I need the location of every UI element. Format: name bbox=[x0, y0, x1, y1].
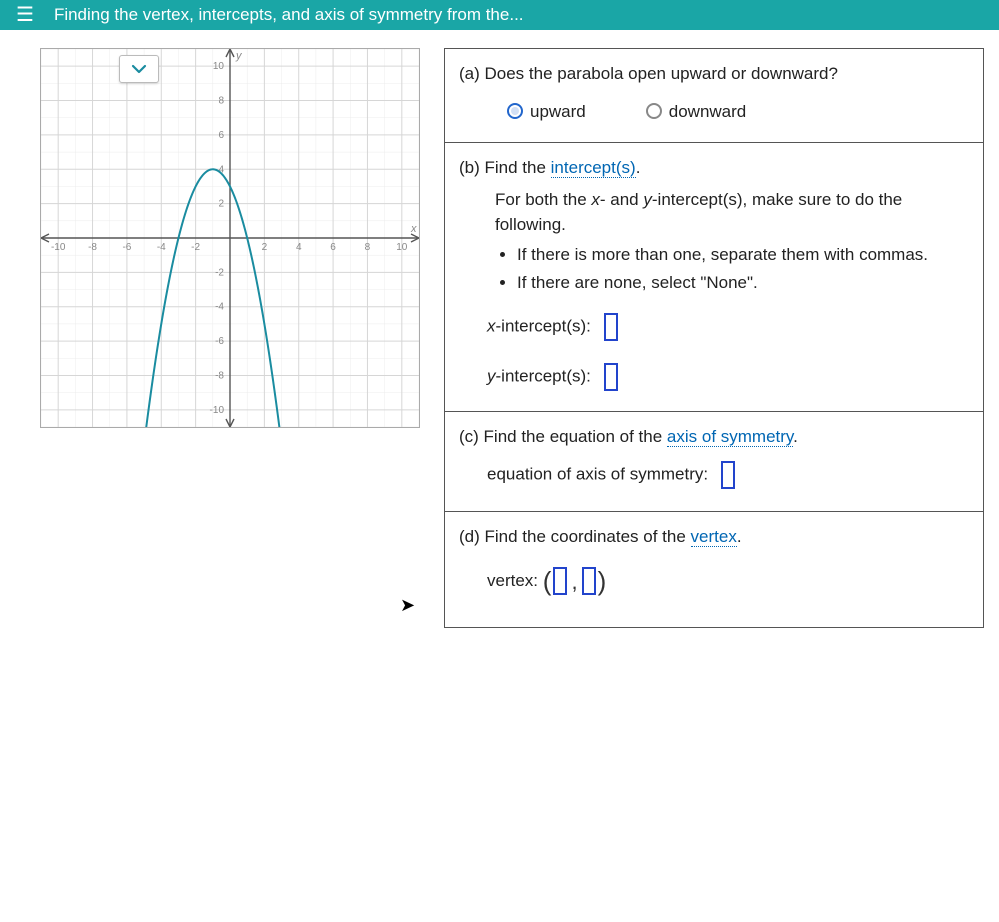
y-intercept-label: -intercept(s): bbox=[496, 366, 591, 385]
radio-downward[interactable]: downward bbox=[646, 99, 747, 125]
vertex-x-input[interactable] bbox=[553, 567, 567, 595]
qb-bullets: If there is more than one, separate them… bbox=[495, 238, 969, 296]
svg-text:-2: -2 bbox=[191, 242, 200, 253]
qb-hint: For both the x- and y-intercept(s), make… bbox=[459, 181, 969, 303]
vertex-comma: , bbox=[569, 565, 579, 598]
svg-text:-8: -8 bbox=[88, 242, 97, 253]
x-intercept-row: x-intercept(s): bbox=[459, 303, 969, 345]
y-intercept-var: y bbox=[487, 366, 496, 385]
answer-panel: (a) Does the parabola open upward or dow… bbox=[444, 48, 984, 628]
svg-text:x: x bbox=[410, 223, 417, 235]
svg-text:-10: -10 bbox=[210, 405, 225, 416]
radio-group-direction: upward downward bbox=[459, 87, 969, 131]
qb-suffix: . bbox=[636, 158, 641, 177]
svg-text:10: 10 bbox=[396, 242, 408, 253]
qb-bullet-2: If there are none, select "None". bbox=[517, 270, 969, 296]
parabola-graph: -10-8-6-4-2246810-10-8-6-4-2246810xy bbox=[41, 49, 419, 427]
svg-text:-8: -8 bbox=[215, 370, 224, 381]
radio-downward-label: downward bbox=[669, 99, 747, 125]
radio-downward-circle bbox=[646, 103, 662, 119]
radio-upward-circle bbox=[507, 103, 523, 119]
y-intercept-input[interactable] bbox=[604, 363, 618, 391]
vertex-y-input[interactable] bbox=[582, 567, 596, 595]
axis-label: equation of axis of symmetry: bbox=[487, 464, 708, 483]
svg-text:4: 4 bbox=[296, 242, 302, 253]
hamburger-icon[interactable]: ☰ bbox=[16, 5, 34, 25]
main-content: -10-8-6-4-2246810-10-8-6-4-2246810xy (a)… bbox=[0, 30, 999, 628]
top-bar: ☰ Finding the vertex, intercepts, and ax… bbox=[0, 0, 999, 30]
radio-upward-label: upward bbox=[530, 99, 586, 125]
axis-input[interactable] bbox=[721, 461, 735, 489]
open-paren: ( bbox=[543, 562, 552, 601]
svg-text:-4: -4 bbox=[157, 242, 166, 253]
svg-text:2: 2 bbox=[262, 242, 268, 253]
intercepts-link[interactable]: intercept(s) bbox=[551, 158, 636, 178]
question-c-prompt: (c) Find the equation of the axis of sym… bbox=[459, 424, 969, 450]
svg-text:-6: -6 bbox=[122, 242, 131, 253]
vertex-label: vertex: bbox=[487, 570, 538, 589]
qb-hx: x bbox=[591, 190, 600, 209]
radio-upward[interactable]: upward bbox=[507, 99, 586, 125]
graph-panel: -10-8-6-4-2246810-10-8-6-4-2246810xy bbox=[40, 48, 420, 428]
qd-prefix: (d) Find the coordinates of the bbox=[459, 527, 691, 546]
qc-field: equation of axis of symmetry: bbox=[459, 449, 969, 499]
question-a-prompt: (a) Does the parabola open upward or dow… bbox=[459, 61, 969, 87]
question-c: (c) Find the equation of the axis of sym… bbox=[445, 412, 983, 513]
page-title: Finding the vertex, intercepts, and axis… bbox=[54, 5, 524, 25]
svg-text:8: 8 bbox=[365, 242, 371, 253]
question-d-prompt: (d) Find the coordinates of the vertex. bbox=[459, 524, 969, 550]
x-intercept-var: x bbox=[487, 316, 496, 335]
qb-h2: - and bbox=[600, 190, 643, 209]
axis-of-symmetry-link[interactable]: axis of symmetry bbox=[667, 427, 793, 447]
x-intercept-input[interactable] bbox=[604, 313, 618, 341]
question-b: (b) Find the intercept(s). For both the … bbox=[445, 143, 983, 412]
svg-text:6: 6 bbox=[218, 130, 224, 141]
svg-text:-2: -2 bbox=[215, 267, 224, 278]
qb-hy: y bbox=[643, 190, 652, 209]
close-paren: ) bbox=[598, 562, 607, 601]
qd-field: vertex: ( , ) bbox=[459, 550, 969, 615]
qb-hint-line: For both the x- and y-intercept(s), make… bbox=[495, 187, 969, 238]
vertex-link[interactable]: vertex bbox=[691, 527, 737, 547]
svg-text:-4: -4 bbox=[215, 302, 224, 313]
svg-text:y: y bbox=[235, 50, 243, 62]
x-intercept-label: -intercept(s): bbox=[496, 316, 591, 335]
vertex-input-group: ( , ) bbox=[543, 562, 606, 601]
qc-suffix: . bbox=[793, 427, 798, 446]
svg-text:6: 6 bbox=[330, 242, 336, 253]
qb-prefix: (b) Find the bbox=[459, 158, 551, 177]
qc-prefix: (c) Find the equation of the bbox=[459, 427, 667, 446]
svg-text:-10: -10 bbox=[51, 242, 66, 253]
question-d: (d) Find the coordinates of the vertex. … bbox=[445, 512, 983, 627]
question-a: (a) Does the parabola open upward or dow… bbox=[445, 49, 983, 143]
chevron-down-icon bbox=[131, 63, 147, 75]
svg-text:8: 8 bbox=[218, 96, 224, 107]
qb-bullet-1: If there is more than one, separate them… bbox=[517, 242, 969, 268]
svg-text:-6: -6 bbox=[215, 336, 224, 347]
y-intercept-row: y-intercept(s): bbox=[459, 345, 969, 399]
question-b-prompt: (b) Find the intercept(s). bbox=[459, 155, 969, 181]
graph-dropdown-button[interactable] bbox=[119, 55, 159, 83]
qb-h1: For both the bbox=[495, 190, 591, 209]
qd-suffix: . bbox=[737, 527, 742, 546]
svg-text:2: 2 bbox=[218, 199, 224, 210]
svg-text:10: 10 bbox=[213, 61, 225, 72]
